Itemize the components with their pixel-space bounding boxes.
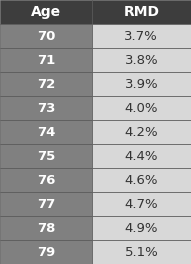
Text: 77: 77: [37, 197, 55, 210]
Text: 72: 72: [37, 78, 55, 91]
Text: Age: Age: [31, 5, 61, 19]
Text: RMD: RMD: [123, 5, 159, 19]
Bar: [92, 192, 191, 216]
Text: 74: 74: [37, 125, 55, 139]
Bar: [92, 0, 191, 24]
Bar: [0, 240, 92, 264]
Bar: [92, 96, 191, 120]
Text: 4.0%: 4.0%: [125, 101, 158, 115]
Text: 70: 70: [37, 30, 55, 43]
Bar: [0, 216, 92, 240]
Bar: [92, 72, 191, 96]
Text: 4.4%: 4.4%: [125, 149, 158, 163]
Text: 4.6%: 4.6%: [125, 173, 158, 186]
Text: 4.9%: 4.9%: [125, 221, 158, 234]
Text: 71: 71: [37, 54, 55, 67]
Text: 4.7%: 4.7%: [125, 197, 158, 210]
Bar: [0, 0, 92, 24]
Bar: [0, 192, 92, 216]
Text: 73: 73: [37, 101, 55, 115]
Bar: [0, 48, 92, 72]
Bar: [92, 240, 191, 264]
Bar: [0, 72, 92, 96]
Bar: [92, 168, 191, 192]
Text: 76: 76: [37, 173, 55, 186]
Text: 78: 78: [37, 221, 55, 234]
Bar: [92, 24, 191, 48]
Text: 3.9%: 3.9%: [125, 78, 158, 91]
Bar: [0, 168, 92, 192]
Text: 3.8%: 3.8%: [125, 54, 158, 67]
Text: 5.1%: 5.1%: [125, 246, 158, 258]
Bar: [0, 24, 92, 48]
Bar: [92, 48, 191, 72]
Bar: [92, 120, 191, 144]
Bar: [0, 120, 92, 144]
Bar: [92, 216, 191, 240]
Text: 4.2%: 4.2%: [125, 125, 158, 139]
Bar: [0, 144, 92, 168]
Text: 3.7%: 3.7%: [125, 30, 158, 43]
Text: 75: 75: [37, 149, 55, 163]
Text: 79: 79: [37, 246, 55, 258]
Bar: [0, 96, 92, 120]
Bar: [92, 144, 191, 168]
